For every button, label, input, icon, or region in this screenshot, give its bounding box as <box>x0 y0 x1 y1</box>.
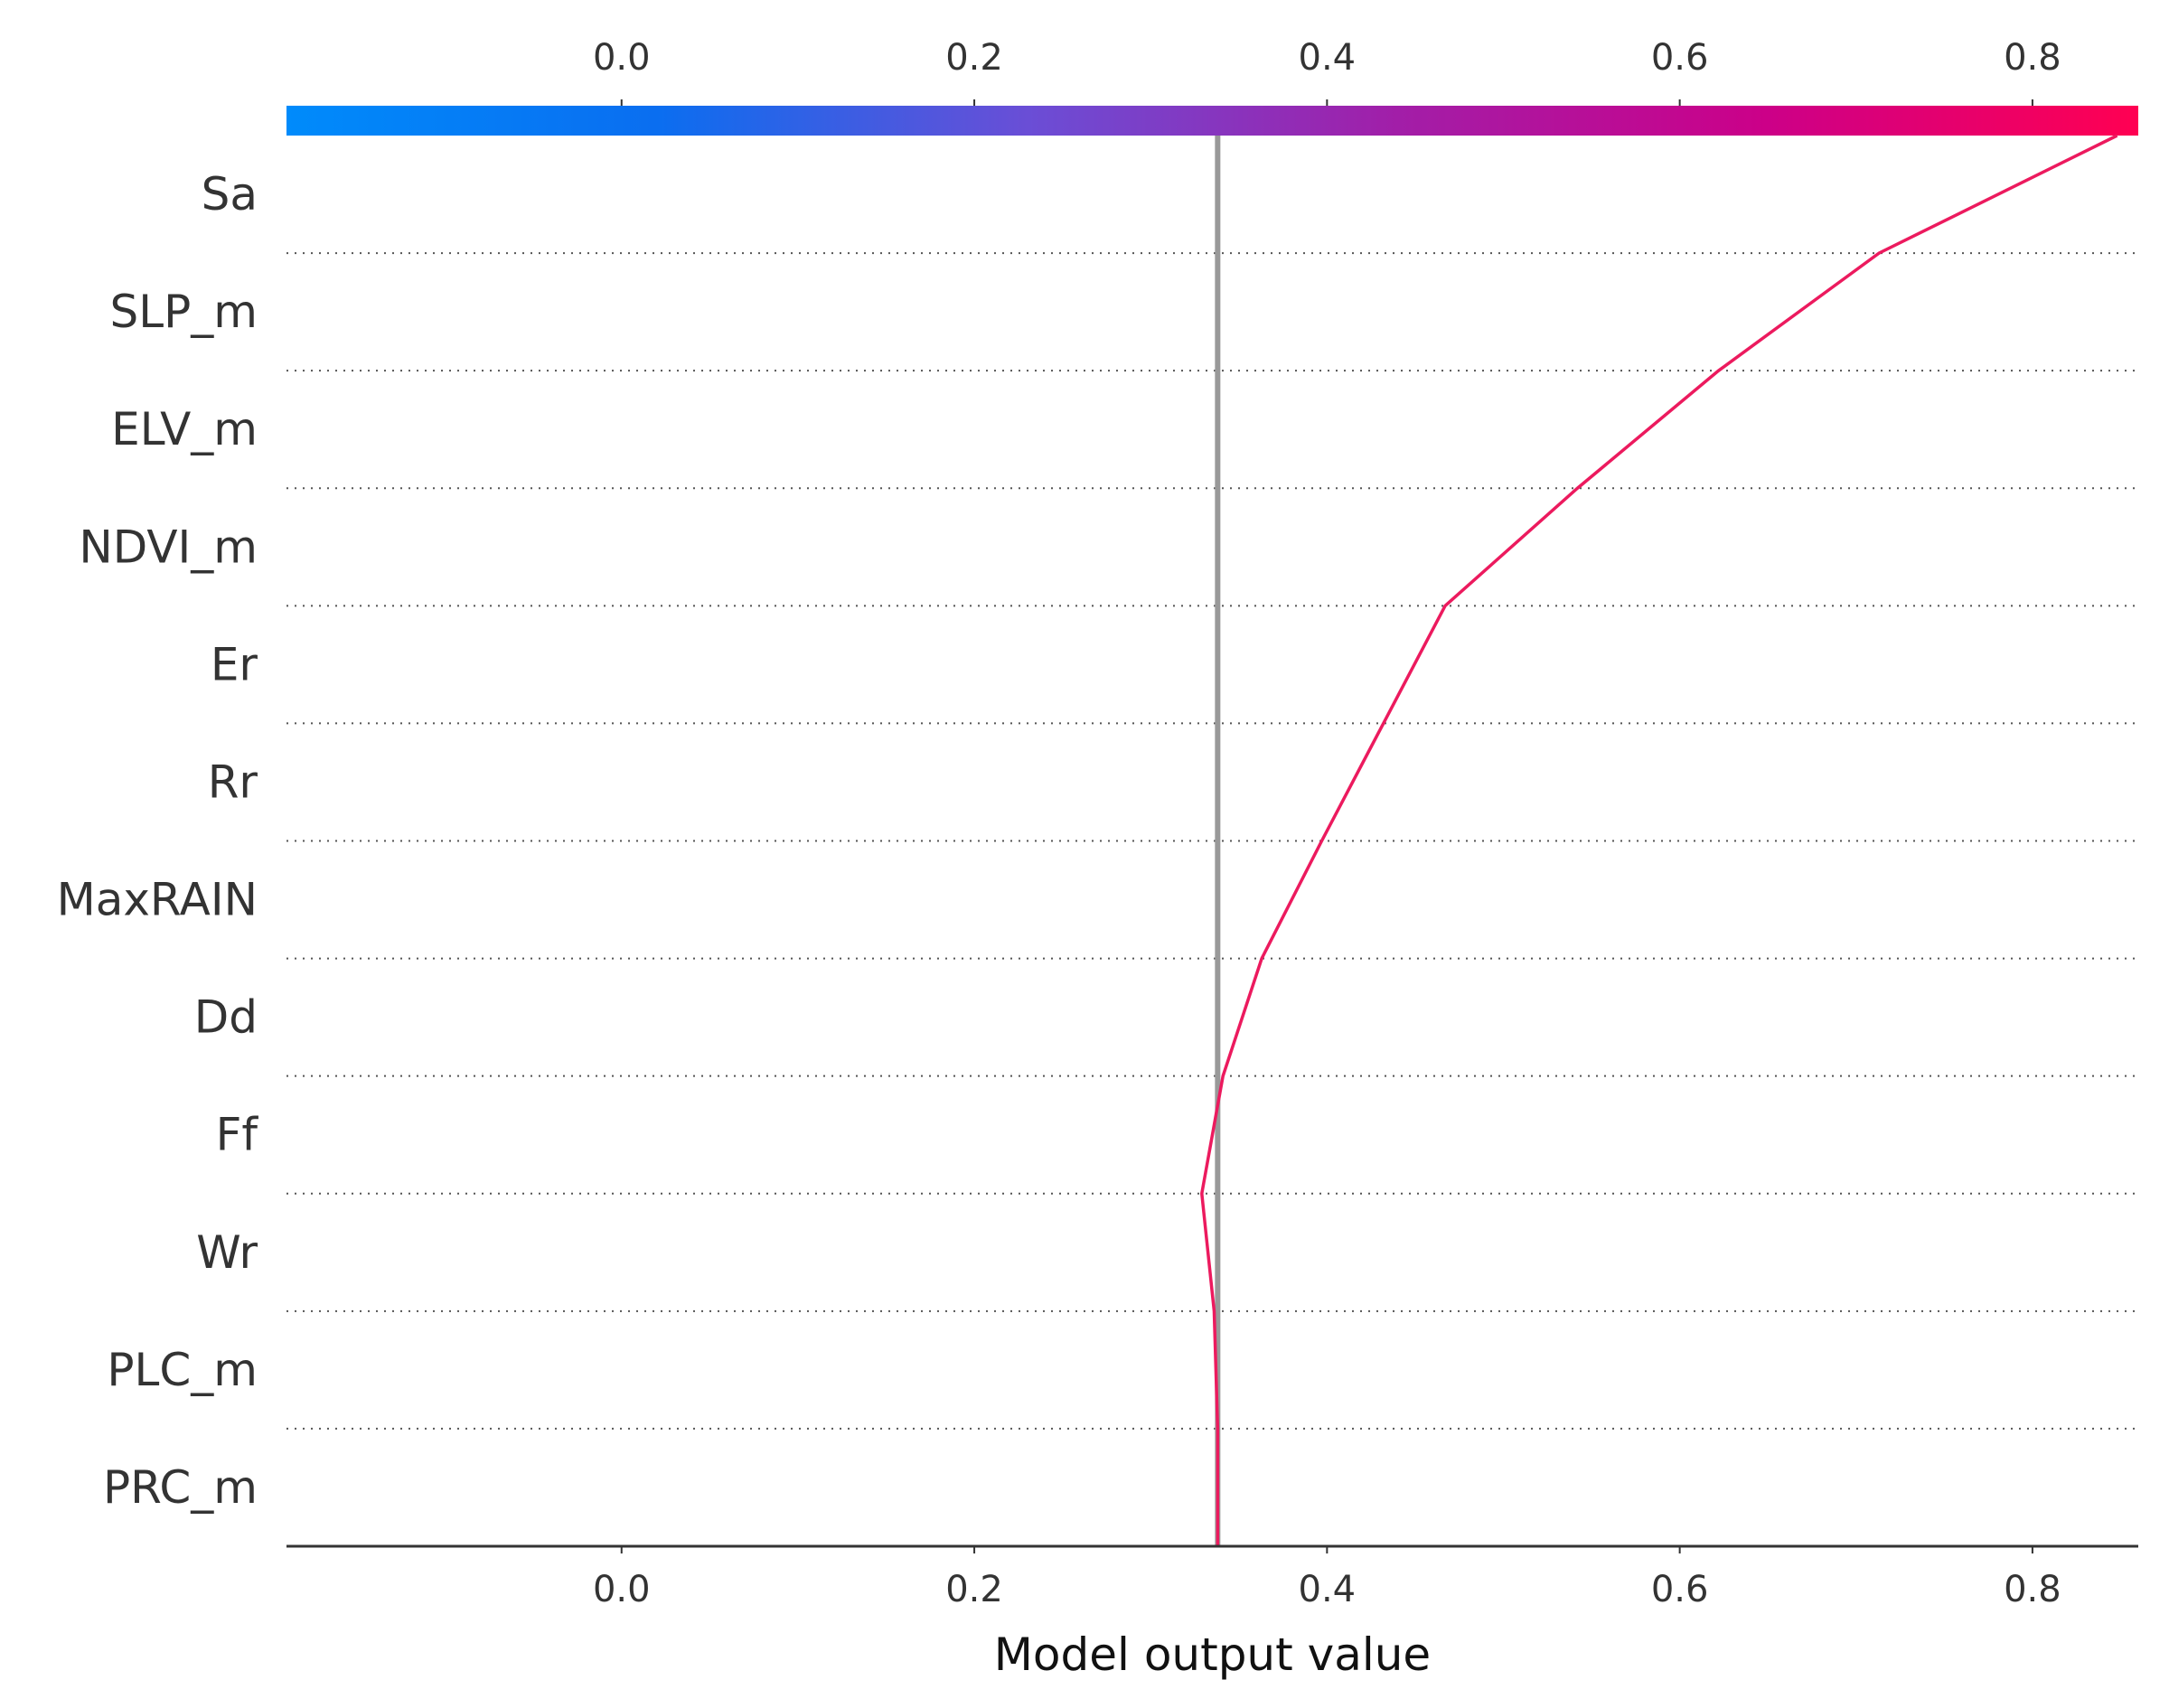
feature-label: MaxRAIN <box>57 874 258 926</box>
colorbar-tick-label: 0.4 <box>1299 37 1357 79</box>
feature-label: NDVI_m <box>79 521 258 573</box>
x-tick-label: 0.0 <box>593 1569 651 1610</box>
colorbar-tick-label: 0.6 <box>1651 37 1709 79</box>
feature-label: SLP_m <box>110 286 258 338</box>
feature-labels: Sa SLP_m ELV_m NDVI_m Er Rr MaxRAIN Dd Ff Wr PLC_m… <box>57 168 259 1514</box>
colorbar <box>286 106 2138 136</box>
feature-label: ELV_m <box>111 403 258 455</box>
feature-label: Dd <box>194 991 258 1044</box>
colorbar-ticks: 0.0 0.2 0.4 0.6 0.8 <box>593 37 2061 106</box>
colorbar-tick-label: 0.2 <box>945 37 1003 79</box>
x-tick-label: 0.8 <box>2004 1569 2061 1610</box>
colorbar-tick-label: 0.8 <box>2004 37 2061 79</box>
x-tick-label: 0.4 <box>1299 1569 1357 1610</box>
feature-label: PLC_m <box>107 1344 258 1396</box>
x-axis-ticks: 0.0 0.2 0.4 0.6 0.8 <box>593 1546 2061 1610</box>
colorbar-tick-label: 0.0 <box>593 37 651 79</box>
feature-label: Wr <box>196 1226 258 1279</box>
feature-label: PRC_m <box>103 1461 258 1514</box>
feature-label: Rr <box>208 755 258 808</box>
x-tick-label: 0.2 <box>945 1569 1003 1610</box>
feature-label: Er <box>211 638 258 690</box>
row-separators <box>286 252 2138 1430</box>
feature-label: Ff <box>216 1109 259 1161</box>
decision-path-line <box>1200 134 2118 1546</box>
x-tick-label: 0.6 <box>1651 1569 1709 1610</box>
x-axis-title: Model output value <box>994 1628 1431 1681</box>
feature-label: Sa <box>202 168 258 221</box>
